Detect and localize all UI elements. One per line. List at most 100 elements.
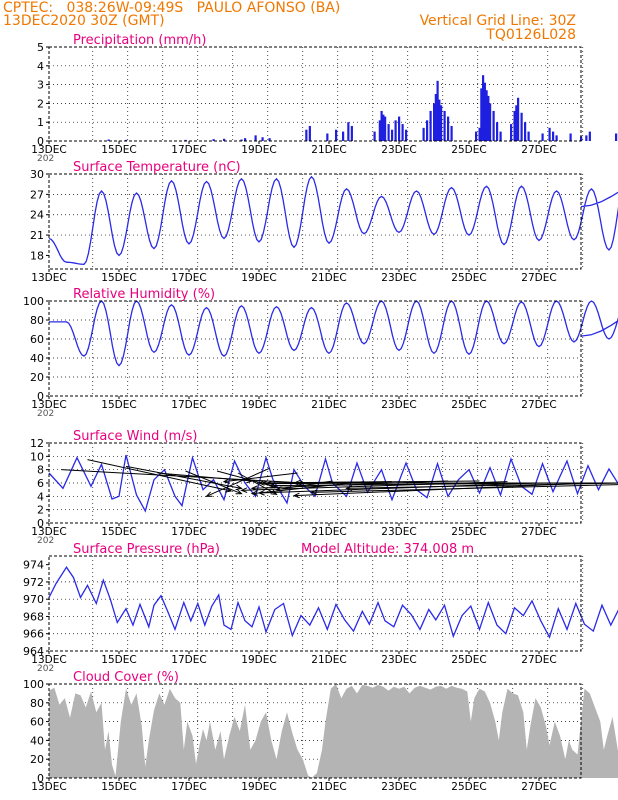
y-tick-label: 10: [30, 450, 44, 463]
x-tick-label: 21DEC: [311, 399, 346, 411]
precip-bar: [387, 124, 390, 141]
x-tick-label: 19DEC: [241, 399, 276, 411]
panel-title: Relative Humidity (%): [73, 287, 215, 302]
precip-bar: [527, 131, 530, 141]
x-tick-label: 27DEC: [521, 654, 556, 666]
precip-bar: [552, 131, 555, 141]
precip-bar: [541, 133, 544, 141]
wind-arrowhead: [250, 490, 258, 496]
wind-arrow: [237, 472, 277, 495]
y-tick-label: 8: [37, 464, 44, 477]
y-tick-label: 12: [30, 437, 44, 450]
precip-bar: [434, 94, 437, 141]
panel-frame: [48, 683, 582, 779]
precip-bar: [394, 120, 397, 141]
x-tick-label: 19DEC: [241, 526, 276, 538]
precip-bar: [380, 110, 383, 141]
precip-bar: [212, 139, 215, 141]
y-tick-label: 60: [30, 716, 44, 729]
wind-arrow: [206, 467, 270, 497]
year-stub: 202: [37, 409, 54, 419]
panel-title: Surface Pressure (hPa): [73, 542, 220, 557]
panel-frame: [48, 46, 582, 142]
precip-bar: [107, 139, 110, 141]
y-tick-label: 80: [30, 697, 44, 710]
precip-bar: [515, 105, 518, 141]
wind-arrow: [223, 472, 298, 483]
y-tick-label: 4: [37, 60, 44, 73]
x-tick-label: 25DEC: [451, 781, 486, 793]
precip-bar: [517, 97, 520, 141]
precip-bar: [347, 122, 350, 141]
precip-bar: [440, 105, 443, 141]
x-tick-label: 27DEC: [521, 781, 556, 793]
x-tick-label: 27DEC: [521, 526, 556, 538]
precip-bar: [492, 110, 495, 141]
x-tick-label: 13DEC: [31, 144, 66, 156]
x-tick-label: 15DEC: [101, 144, 136, 156]
wind-arrowhead: [240, 487, 248, 493]
y-tick-label: 0: [37, 517, 44, 530]
cloud-area: [49, 684, 618, 778]
x-tick-label: 15DEC: [101, 526, 136, 538]
x-tick-label: 23DEC: [381, 654, 416, 666]
wind-arrow: [346, 482, 618, 489]
x-tick-label: 19DEC: [241, 272, 276, 284]
precip-bar: [405, 129, 408, 141]
precip-bar: [475, 131, 478, 141]
wind-arrowhead: [257, 490, 265, 496]
y-tick-label: 30: [30, 168, 44, 181]
x-tick-label: 17DEC: [171, 272, 206, 284]
header-grid-line: Vertical Grid Line: 30Z: [419, 13, 576, 29]
x-tick-label: 15DEC: [101, 781, 136, 793]
precip-bar: [429, 110, 432, 141]
wind-arrowhead: [310, 489, 318, 495]
precip-bar: [489, 103, 492, 141]
precip-bar: [450, 125, 453, 141]
wind-arrowhead: [292, 492, 300, 499]
y-tick-label: 5: [37, 41, 44, 54]
wind-arrow: [185, 470, 242, 495]
x-tick-label: 13DEC: [31, 781, 66, 793]
precip-bar: [335, 129, 338, 141]
x-tick-label: 19DEC: [241, 654, 276, 666]
precip-bar: [485, 90, 488, 141]
precip-bar: [261, 137, 264, 141]
precip-bar: [373, 131, 376, 141]
y-tick-label: 6: [37, 477, 44, 490]
wind-arrowhead: [257, 480, 265, 486]
x-tick-label: 21DEC: [311, 781, 346, 793]
wind-arrow: [125, 465, 242, 489]
panel-pres: 964 966 968 970 972 974 13DEC 15DEC 17DEC 19DEC 21…: [23, 542, 618, 674]
y-tick-label: 40: [30, 734, 44, 747]
wind-arrow: [87, 459, 232, 492]
pres-line: [48, 566, 618, 639]
x-tick-label: 27DEC: [521, 272, 556, 284]
y-tick-label: 21: [30, 229, 44, 242]
wind-arrowhead: [222, 478, 230, 484]
y-tick-label: 24: [30, 209, 44, 222]
panel-title: Surface Temperature (nC): [73, 160, 241, 175]
precip-bar: [436, 80, 439, 141]
x-tick-label: 23DEC: [381, 272, 416, 284]
y-tick-label: 60: [30, 333, 44, 346]
x-tick-label: 21DEC: [311, 654, 346, 666]
precip-bar: [308, 125, 311, 141]
precip-bar: [585, 135, 588, 141]
y-tick-label: 966: [23, 628, 44, 641]
y-tick-label: 4: [37, 490, 44, 503]
x-tick-label: 19DEC: [241, 144, 276, 156]
x-tick-label: 25DEC: [451, 654, 486, 666]
y-tick-label: 100: [23, 678, 44, 691]
panel-precip: 0 1 2 3 4 5 13DEC 15DEC 17DEC 19DEC 21DEC 23DEC 25DE…: [31, 33, 618, 164]
x-tick-label: 21DEC: [311, 526, 346, 538]
precip-bar: [422, 127, 425, 141]
header-model: TQ0126L028: [486, 27, 576, 43]
precip-bar: [426, 120, 429, 141]
wind-arrow: [157, 472, 253, 482]
precip-bar: [510, 124, 513, 141]
wind-arrow: [258, 482, 536, 494]
y-tick-label: 27: [30, 188, 44, 201]
